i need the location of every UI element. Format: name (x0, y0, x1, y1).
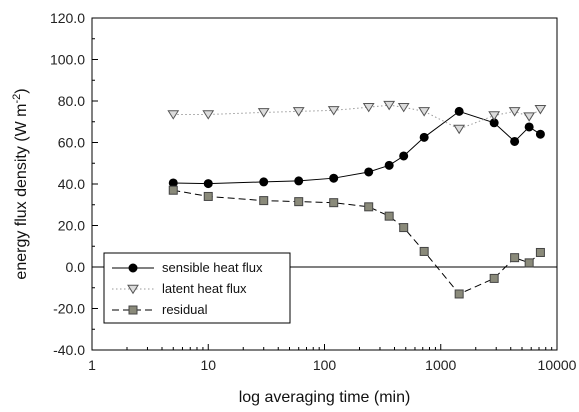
data-point (257, 108, 270, 118)
y-tick-label: -20.0 (53, 301, 85, 317)
data-point (364, 167, 374, 177)
data-point (168, 185, 178, 195)
data-point (292, 107, 305, 117)
series-line (173, 104, 541, 130)
data-point (329, 198, 339, 208)
data-point (535, 129, 545, 139)
x-tick-label: 10 (200, 357, 216, 373)
axes (91, 17, 558, 351)
legend-label: residual (162, 302, 208, 317)
data-point (384, 160, 394, 170)
y-tick-label: 0.0 (66, 259, 86, 275)
data-point (453, 124, 466, 135)
y-axis-label-superscript: -2 (11, 94, 23, 104)
data-point (384, 211, 394, 221)
data-point (523, 112, 536, 122)
data-point (535, 247, 545, 257)
data-point (202, 110, 215, 120)
x-tick-label: 100 (313, 357, 337, 373)
data-point (524, 122, 534, 132)
data-point (294, 176, 304, 186)
x-tick-label: 1000 (425, 357, 456, 373)
data-point (510, 136, 520, 146)
data-point (259, 196, 269, 206)
y-tick-label: 40.0 (58, 176, 85, 192)
y-tick-label: 80.0 (58, 93, 85, 109)
data-point (294, 197, 304, 207)
y-tick-label: 100.0 (50, 52, 85, 68)
y-tick-label: -40.0 (53, 342, 85, 358)
series-layer (167, 100, 547, 299)
data-point (167, 110, 180, 120)
data-point (454, 289, 464, 299)
x-tick-label: 10000 (538, 357, 577, 373)
data-point (489, 273, 499, 283)
data-point (383, 100, 396, 111)
data-point (418, 107, 431, 117)
data-point (419, 132, 429, 142)
series-1 (167, 100, 547, 135)
data-point (454, 106, 464, 116)
y-axis-label-main: energy flux density (W m (13, 104, 30, 280)
y-tick-label: 20.0 (58, 218, 85, 234)
data-point (329, 173, 339, 183)
data-point (364, 202, 374, 212)
data-point (397, 102, 410, 113)
legend-marker (128, 263, 138, 273)
data-point (203, 191, 213, 201)
data-point (399, 151, 409, 161)
data-point (419, 246, 429, 256)
data-point (327, 106, 340, 116)
series-line (173, 110, 541, 185)
data-point (203, 179, 213, 189)
y-axis-label-end: ) (13, 88, 30, 93)
legend-label: latent heat flux (162, 281, 247, 296)
x-tick-label: 1 (88, 357, 96, 373)
data-point (508, 107, 521, 117)
legend-marker (128, 305, 138, 315)
tick-labels: -40.0 -20.0 0.0 20.0 40.0 60.0 80.0 100.0 120.0 1… (50, 10, 577, 373)
series-0 (168, 106, 545, 189)
data-point (510, 253, 520, 263)
data-point (524, 258, 534, 268)
data-point (534, 105, 547, 115)
x-axis-label: log averaging time (min) (239, 389, 411, 406)
y-axis-label: energy flux density (W m-2) (11, 88, 30, 279)
series-2 (168, 185, 545, 299)
legend: sensible heat flux latent heat flux residu… (103, 252, 291, 324)
data-point (488, 111, 501, 121)
data-point (259, 177, 269, 187)
y-tick-label: 120.0 (50, 10, 85, 26)
data-point (362, 102, 375, 113)
legend-label: sensible heat flux (162, 260, 263, 275)
data-point (399, 223, 409, 233)
legend-marker (127, 284, 139, 295)
y-tick-label: 60.0 (58, 135, 85, 151)
